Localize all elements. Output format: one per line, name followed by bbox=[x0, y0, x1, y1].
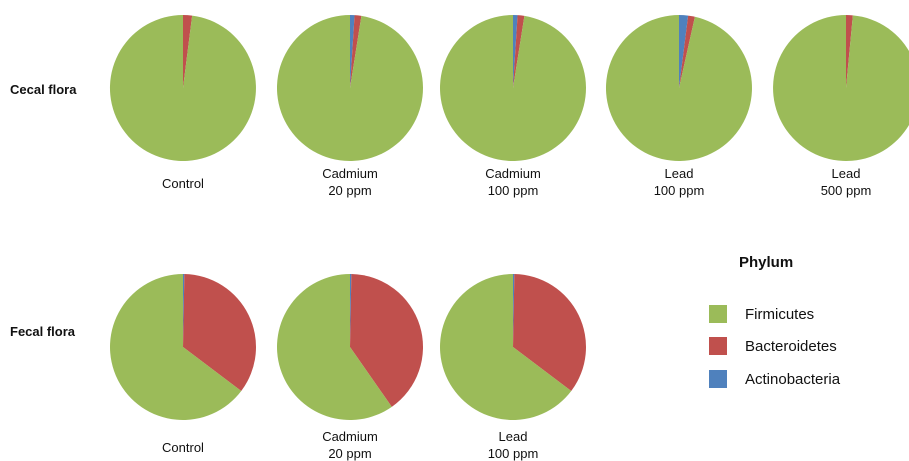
slice-bacteroidetes bbox=[513, 15, 525, 89]
slice-actinobacteria bbox=[679, 15, 689, 88]
slice-bacteroidetes bbox=[183, 15, 193, 88]
slice-bacteroidetes bbox=[846, 14, 853, 89]
pie-label: 20 ppm bbox=[328, 446, 371, 461]
pie-fecal-flora-1: Control bbox=[109, 273, 257, 455]
legend-title: Phylum bbox=[739, 254, 793, 271]
row-label-fecal: Fecal flora bbox=[10, 324, 76, 339]
legend-label-actinobacteria: Actinobacteria bbox=[745, 371, 841, 388]
pie-cecal-flora-3: Cadmium 100 ppm bbox=[439, 14, 586, 198]
pie-label: Cadmium bbox=[485, 166, 541, 181]
slice-bacteroidetes bbox=[350, 274, 424, 407]
row-label-cecal: Cecal flora bbox=[10, 82, 77, 97]
pie-label: 100 ppm bbox=[488, 183, 539, 198]
slice-actinobacteria bbox=[350, 14, 355, 88]
pie-label: Cadmium bbox=[322, 166, 378, 181]
slice-actinobacteria bbox=[513, 273, 515, 347]
pie-label: Control bbox=[162, 176, 204, 191]
legend-label-bacteroidetes: Bacteroidetes bbox=[745, 338, 837, 355]
pie-label: 20 ppm bbox=[328, 183, 371, 198]
pie-cecal-flora-4: Lead 100 ppm bbox=[605, 15, 752, 198]
pie-label: 500 ppm bbox=[821, 183, 872, 198]
pie-fecal-flora-2: Cadmium 20 ppm bbox=[277, 273, 424, 461]
pie-cecal-flora-5: Lead 500 ppm bbox=[773, 14, 909, 198]
slice-firmicutes bbox=[773, 15, 909, 161]
legend-label-firmicutes: Firmicutes bbox=[745, 306, 814, 323]
slice-actinobacteria bbox=[350, 273, 352, 347]
slice-bacteroidetes bbox=[183, 274, 257, 392]
pie-cecal-flora-1: Control bbox=[109, 14, 256, 191]
pie-label: Control bbox=[162, 440, 204, 455]
slice-bacteroidetes bbox=[679, 15, 695, 88]
slice-bacteroidetes bbox=[350, 15, 362, 89]
slice-firmicutes bbox=[439, 14, 586, 161]
slice-firmicutes bbox=[605, 15, 752, 161]
pie-label: 100 ppm bbox=[654, 183, 705, 198]
pies-group: Control Cadmium 20 ppm Cadmium 100 ppm Lead 10… bbox=[109, 14, 909, 461]
pie-fecal-flora-3: Lead 100 ppm bbox=[439, 273, 587, 461]
slice-firmicutes bbox=[109, 274, 242, 420]
legend-swatch-actinobacteria bbox=[709, 370, 727, 388]
pie-label: Lead bbox=[832, 166, 861, 181]
slice-firmicutes bbox=[439, 274, 572, 421]
pie-label: Cadmium bbox=[322, 429, 378, 444]
pie-cecal-flora-2: Cadmium 20 ppm bbox=[276, 14, 423, 198]
slice-actinobacteria bbox=[183, 273, 185, 347]
pie-label: Lead bbox=[499, 429, 528, 444]
slice-actinobacteria bbox=[513, 14, 518, 88]
legend-swatch-bacteroidetes bbox=[709, 337, 727, 355]
slice-bacteroidetes bbox=[513, 274, 587, 392]
slice-firmicutes bbox=[277, 274, 392, 420]
pie-label: 100 ppm bbox=[488, 446, 539, 461]
slice-firmicutes bbox=[276, 15, 423, 162]
legend: Phylum Firmicutes Bacteroidetes Actinoba… bbox=[709, 254, 841, 388]
slice-firmicutes bbox=[109, 14, 256, 161]
legend-swatch-firmicutes bbox=[709, 305, 727, 323]
pie-label: Lead bbox=[665, 166, 694, 181]
